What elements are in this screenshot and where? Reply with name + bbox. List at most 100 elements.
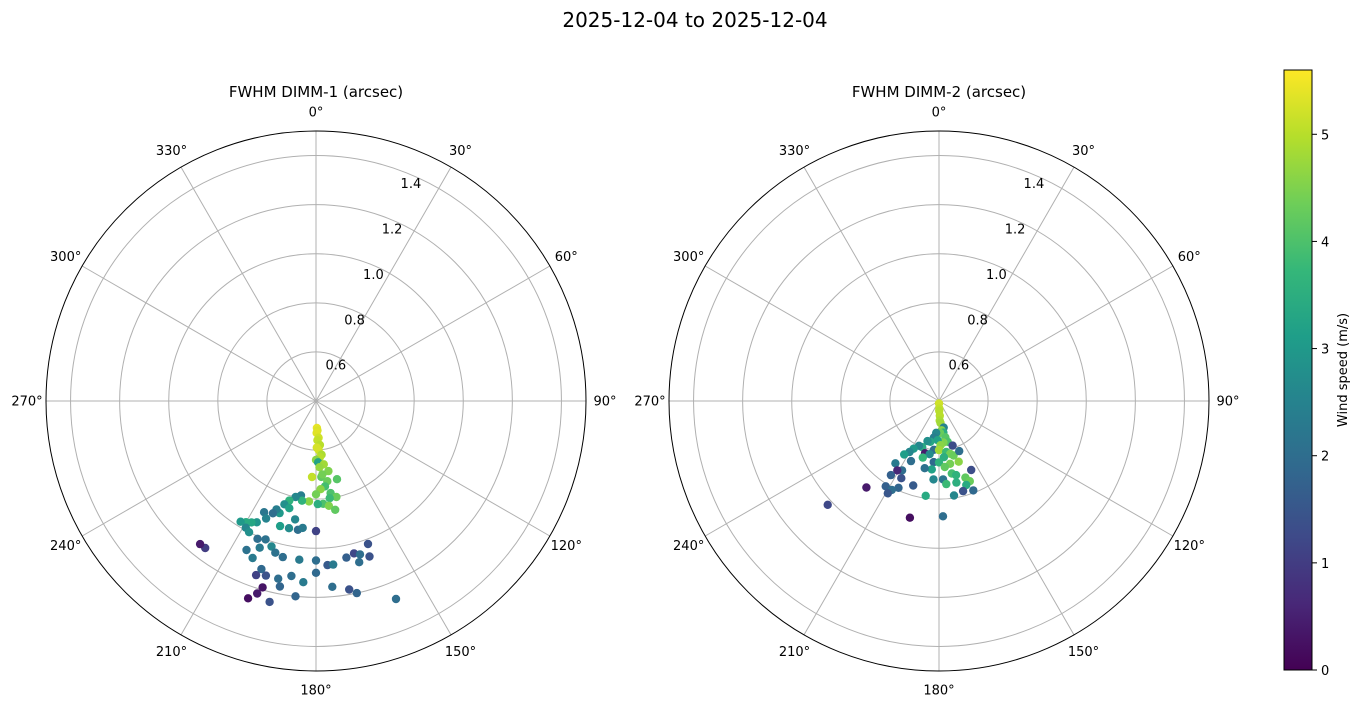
polar-points-dimm-1 — [195, 423, 401, 607]
theta-tick-label: 300° — [673, 250, 704, 265]
colorbar-tick-label: 5 — [1321, 128, 1329, 143]
polar-grid-dimm-2 — [668, 130, 1210, 672]
scatter-point — [969, 486, 978, 495]
scatter-point — [195, 539, 205, 549]
scatter-point — [952, 478, 961, 487]
scatter-point — [934, 458, 944, 467]
theta-tick-label: 330° — [779, 144, 810, 159]
r-tick-label: 0.8 — [967, 313, 988, 328]
scatter-point — [315, 463, 324, 472]
polar-plot-dimm-2: FWHM DIMM-2 (arcsec) 0.6 0.8 1.0 1.2 1.4 0° 30… — [634, 83, 1239, 699]
scatter-point — [905, 513, 915, 522]
scatter-point — [298, 523, 307, 533]
scatter-point — [954, 457, 963, 466]
theta-tick-label: 210° — [156, 645, 187, 660]
colorbar-tick-label: 3 — [1321, 343, 1329, 358]
theta-gridline — [803, 166, 940, 402]
scatter-point — [332, 475, 342, 484]
scatter-point — [328, 582, 337, 591]
scatter-point — [823, 500, 832, 509]
theta-tick-label: 150° — [445, 645, 476, 660]
scatter-point — [313, 499, 322, 509]
scatter-point — [267, 542, 276, 551]
scatter-point — [948, 441, 957, 450]
figure-title: 2025-12-04 to 2025-12-04 — [562, 8, 827, 32]
colorbar-label: Wind speed (m/s) — [1336, 313, 1351, 427]
scatter-point — [906, 456, 916, 466]
scatter-point — [891, 459, 900, 468]
scatter-point — [331, 505, 340, 514]
theta-tick-label: 30° — [449, 144, 472, 159]
scatter-point — [311, 490, 321, 499]
polar-frame — [45, 130, 587, 672]
theta-tick-label: 270° — [634, 395, 665, 410]
theta-gridline — [704, 265, 940, 402]
scatter-point — [318, 470, 327, 479]
scatter-point — [909, 481, 918, 490]
colorbar-tick-label: 0 — [1321, 664, 1329, 679]
plot-title-dimm-1: FWHM DIMM-1 (arcsec) — [229, 83, 403, 101]
theta-gridline — [315, 400, 452, 636]
scatter-point — [938, 512, 948, 521]
theta-gridline — [938, 166, 1075, 402]
theta-tick-label: 300° — [50, 250, 81, 265]
scatter-point — [311, 556, 321, 565]
scatter-point — [261, 514, 271, 523]
theta-tick-label: 150° — [1068, 645, 1099, 660]
scatter-point — [297, 496, 307, 505]
colorbar-tick-label: 1 — [1321, 557, 1329, 572]
scatter-point — [929, 475, 938, 484]
scatter-point — [307, 472, 317, 482]
scatter-point — [893, 466, 902, 475]
scatter-point — [949, 491, 959, 500]
scatter-point — [285, 504, 294, 513]
theta-gridline — [81, 400, 317, 537]
theta-gridline — [315, 166, 452, 402]
colorbar-ticks: 0 1 2 3 4 5 — [1312, 128, 1329, 679]
colorbar-tick-label: 2 — [1321, 450, 1329, 465]
scatter-point — [236, 517, 245, 526]
theta-tick-label: 270° — [11, 395, 42, 410]
r-tick-label: 0.6 — [325, 359, 346, 374]
scatter-point — [886, 470, 896, 480]
scatter-point — [897, 474, 906, 483]
colorbar-gradient — [1283, 69, 1313, 671]
scatter-point — [257, 564, 266, 574]
scatter-point — [251, 570, 261, 580]
scatter-point — [951, 470, 961, 480]
scatter-point — [304, 497, 314, 506]
polar-plot-dimm-1: FWHM DIMM-1 (arcsec) 0.6 0.8 1.0 1.2 1.4 0° 30… — [11, 83, 616, 699]
scatter-point — [248, 553, 257, 563]
scatter-point — [881, 482, 890, 491]
theta-tick-label: 240° — [673, 539, 704, 554]
scatter-point — [329, 560, 338, 569]
scatter-point — [324, 501, 334, 510]
scatter-point — [244, 528, 254, 537]
scatter-point — [894, 483, 903, 492]
polar-labels-dimm-2: 0.6 0.8 1.0 1.2 1.4 0° 30° 60° 90° 120° 150° 180° 21… — [634, 106, 1239, 699]
scatter-point — [391, 594, 401, 604]
scatter-point — [295, 555, 304, 564]
theta-tick-label: 60° — [555, 250, 578, 265]
theta-tick-label: 240° — [50, 539, 81, 554]
scatter-point — [253, 589, 262, 598]
scatter-point — [259, 508, 269, 517]
scatter-point — [900, 450, 909, 459]
colorbar: 0 1 2 3 4 5 Wind speed (m/s) — [1283, 69, 1351, 679]
scatter-point — [287, 571, 296, 581]
theta-gridline — [180, 166, 317, 402]
r-tick-label: 1.4 — [401, 177, 422, 192]
scatter-point — [284, 524, 294, 533]
polar-points-dimm-2 — [823, 399, 978, 522]
scatter-point — [332, 492, 341, 502]
theta-tick-label: 0° — [932, 106, 947, 121]
scatter-point — [923, 436, 932, 446]
scatter-point — [311, 526, 321, 536]
scatter-point — [261, 571, 271, 580]
theta-tick-label: 60° — [1178, 250, 1201, 265]
scatter-point — [958, 486, 968, 496]
scatter-point — [363, 539, 373, 549]
theta-gridline — [315, 400, 551, 537]
theta-tick-label: 210° — [779, 645, 810, 660]
